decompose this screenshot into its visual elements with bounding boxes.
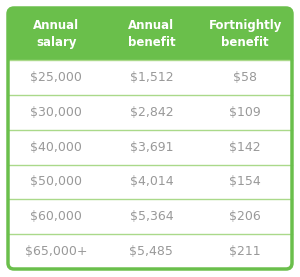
Text: $5,364: $5,364 <box>130 210 173 223</box>
Text: Annual
salary: Annual salary <box>33 19 79 49</box>
Text: $25,000: $25,000 <box>30 71 82 84</box>
Text: $60,000: $60,000 <box>30 210 82 223</box>
FancyBboxPatch shape <box>8 8 292 60</box>
Text: $211: $211 <box>229 245 261 258</box>
Text: $50,000: $50,000 <box>30 175 82 188</box>
Text: $142: $142 <box>229 141 261 153</box>
Text: $58: $58 <box>233 71 257 84</box>
Bar <box>8 54 292 60</box>
Text: $109: $109 <box>229 106 261 119</box>
Text: $1,512: $1,512 <box>130 71 173 84</box>
Text: $40,000: $40,000 <box>30 141 82 153</box>
Text: $5,485: $5,485 <box>130 245 173 258</box>
Text: $65,000+: $65,000+ <box>25 245 88 258</box>
Text: Fortnightly
benefit: Fortnightly benefit <box>208 19 282 49</box>
Text: $3,691: $3,691 <box>130 141 173 153</box>
Text: $4,014: $4,014 <box>130 175 173 188</box>
Text: $154: $154 <box>229 175 261 188</box>
Text: Annual
benefit: Annual benefit <box>128 19 175 49</box>
Text: $2,842: $2,842 <box>130 106 173 119</box>
Text: $30,000: $30,000 <box>30 106 82 119</box>
Text: $206: $206 <box>229 210 261 223</box>
